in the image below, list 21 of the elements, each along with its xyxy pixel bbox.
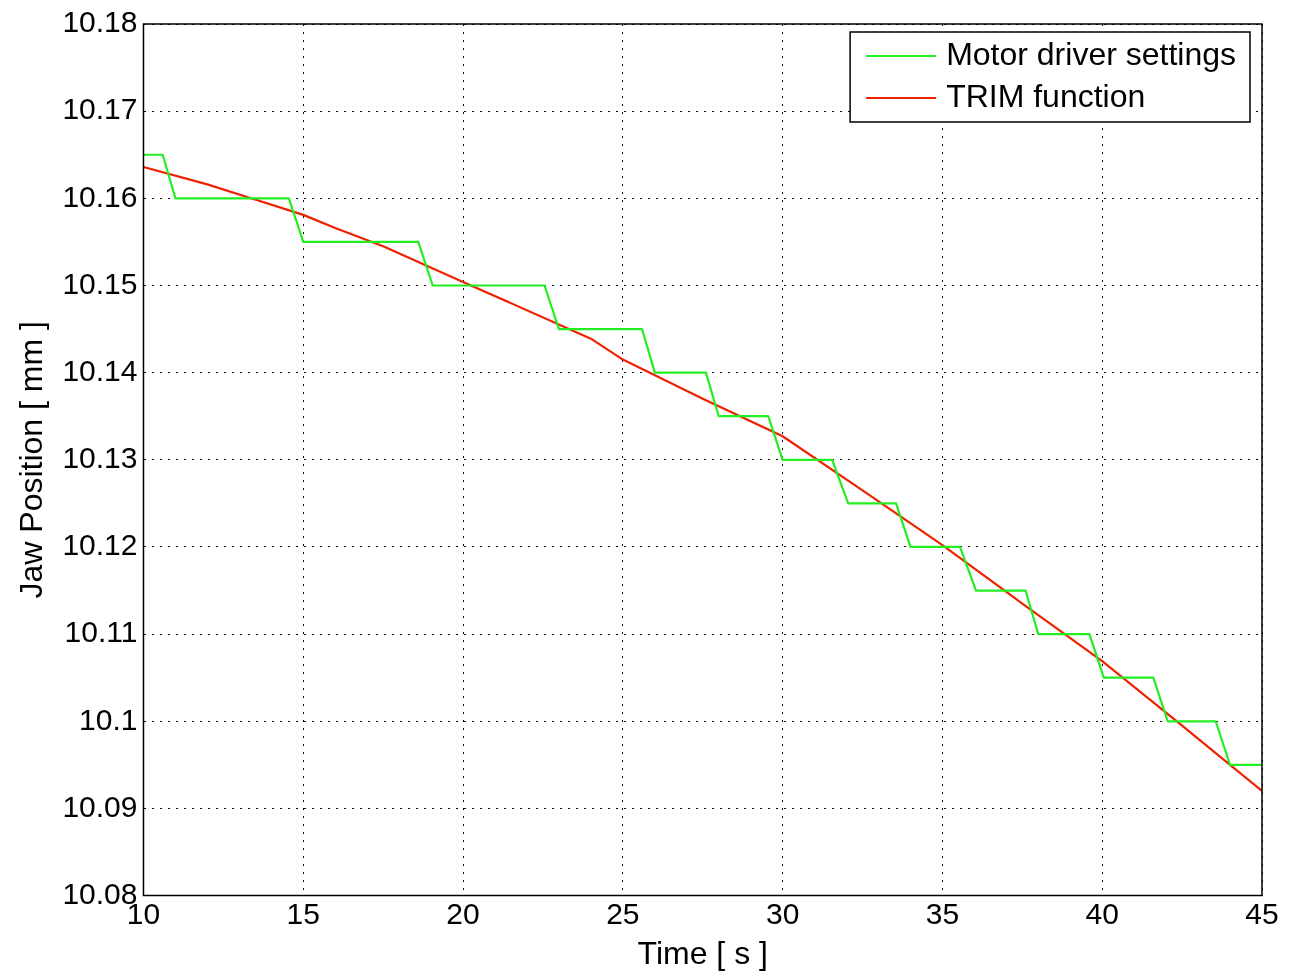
y-tick-label: 10.13 (62, 441, 138, 475)
y-tick-label: 10.17 (62, 92, 138, 126)
y-tick-label: 10.16 (62, 179, 138, 213)
x-tick-label: 40 (1085, 896, 1119, 930)
x-tick-label: 15 (286, 896, 320, 930)
x-tick-label: 45 (1245, 896, 1279, 930)
x-tick-label: 20 (446, 896, 480, 930)
y-tick-label: 10.11 (64, 615, 138, 649)
y-tick-label: 10.12 (62, 528, 138, 562)
y-tick-label: 10.09 (62, 789, 138, 823)
x-tick-label: 35 (925, 896, 960, 930)
y-tick-label: 10.1 (79, 702, 138, 736)
x-tick-label: 25 (606, 896, 640, 930)
legend-label: TRIM function (946, 77, 1146, 114)
x-axis-title: Time [ s ] (637, 934, 768, 971)
y-tick-label: 10.15 (62, 266, 138, 300)
y-tick-label: 10.18 (62, 5, 138, 39)
legend-label: Motor driver settings (946, 35, 1236, 72)
x-tick-label: 30 (765, 896, 800, 930)
y-axis-title: Jaw Position [ mm ] (13, 321, 50, 599)
y-tick-label: 10.14 (62, 353, 138, 387)
